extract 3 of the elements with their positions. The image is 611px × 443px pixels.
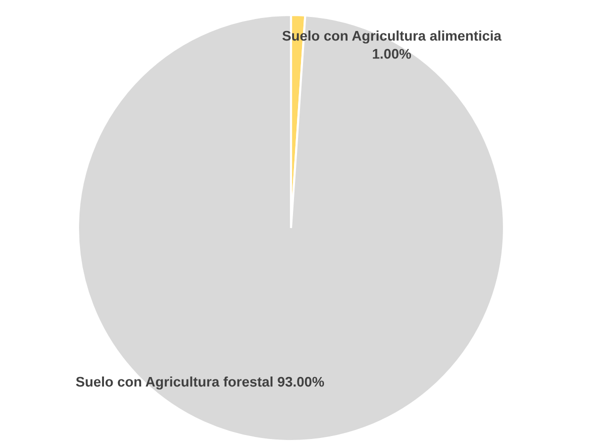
data-label: 1.00% — [372, 48, 412, 59]
pie-slice — [76, 14, 506, 442]
slice-label: Suelo con Agricultura forestal 93.00% — [76, 376, 324, 390]
